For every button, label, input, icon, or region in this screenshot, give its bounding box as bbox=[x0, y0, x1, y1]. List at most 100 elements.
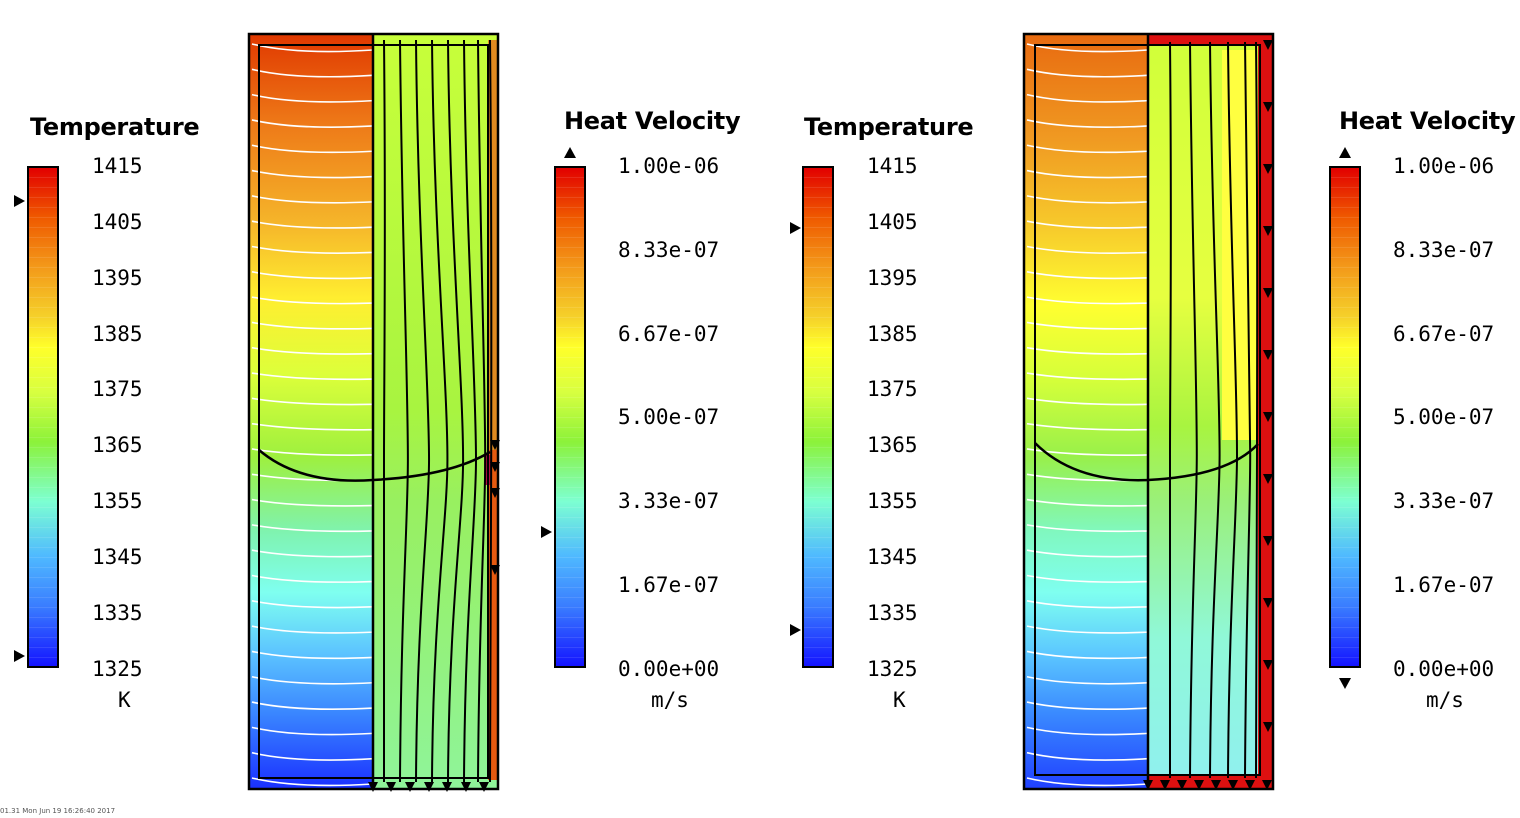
streamline bbox=[1168, 41, 1172, 779]
isotherm-line bbox=[1026, 625, 1149, 634]
tick-label: 1335 bbox=[867, 601, 918, 625]
legend-title: Temperature bbox=[30, 113, 200, 141]
tick-label: 1405 bbox=[867, 210, 918, 234]
isotherm-line bbox=[1026, 600, 1149, 609]
flow-arrow-icon bbox=[1263, 288, 1273, 298]
flow-arrow-icon bbox=[1143, 780, 1153, 790]
tick-label: 8.33e-07 bbox=[618, 238, 720, 262]
isotherm-line bbox=[251, 220, 374, 229]
flow-arrow-icon bbox=[1263, 226, 1273, 236]
flow-arrow-icon bbox=[368, 782, 378, 792]
tick-label: 1375 bbox=[867, 377, 918, 401]
tick-label: 1.00e-06 bbox=[618, 154, 720, 178]
isotherm-line bbox=[1026, 271, 1149, 280]
tick-label: 1325 bbox=[867, 657, 918, 681]
legend-title: Heat Velocity bbox=[564, 107, 741, 135]
isotherm-line bbox=[1026, 675, 1149, 685]
right-arrows bbox=[1143, 40, 1273, 790]
isotherm-line bbox=[1026, 751, 1149, 761]
min-marker-icon bbox=[541, 526, 552, 538]
flow-arrow-icon bbox=[1263, 350, 1273, 360]
isotherm-line bbox=[251, 144, 374, 154]
tick-label: 1325 bbox=[92, 657, 143, 681]
isotherm-line bbox=[251, 119, 374, 128]
isotherm-line bbox=[1026, 448, 1149, 456]
tick-label: 1355 bbox=[92, 489, 143, 513]
isotherm-line bbox=[1026, 726, 1149, 736]
isotherm-line bbox=[251, 397, 374, 406]
tick-label: 3.33e-07 bbox=[1393, 489, 1495, 513]
max-arrow-icon bbox=[564, 147, 576, 158]
tick-label: 1385 bbox=[867, 322, 918, 346]
streamline bbox=[1227, 41, 1239, 779]
right-isotherms bbox=[1026, 43, 1149, 787]
streamline bbox=[431, 39, 449, 783]
streamline bbox=[415, 39, 431, 783]
isotherm-line bbox=[251, 650, 374, 660]
edge-band bbox=[488, 450, 498, 780]
isotherm-line bbox=[251, 675, 374, 685]
tick-label: 1365 bbox=[867, 433, 918, 457]
isotherm-line bbox=[251, 321, 374, 330]
tick-label: 1.67e-07 bbox=[618, 573, 720, 597]
isotherm-line bbox=[1026, 195, 1149, 204]
isotherm-line bbox=[1026, 296, 1149, 305]
flow-arrow-icon bbox=[479, 782, 489, 792]
flow-arrow-icon bbox=[1263, 660, 1273, 670]
isotherm-line bbox=[251, 448, 374, 456]
tick-label: 1.67e-07 bbox=[1393, 573, 1495, 597]
isotherm-line bbox=[1026, 549, 1149, 558]
isotherm-line bbox=[1026, 119, 1149, 128]
flow-arrow-icon bbox=[1263, 474, 1273, 484]
streamline bbox=[399, 39, 409, 783]
isotherm-line bbox=[251, 751, 374, 761]
isotherm-line bbox=[251, 726, 374, 736]
isotherm-line bbox=[251, 296, 374, 305]
flow-arrow-icon bbox=[1245, 780, 1255, 790]
tick-label: 3.33e-07 bbox=[618, 489, 720, 513]
isotherm-line bbox=[1026, 169, 1149, 179]
isotherm-line bbox=[251, 625, 374, 634]
tick-label: 0.00e+00 bbox=[618, 657, 720, 681]
flow-arrow-icon bbox=[442, 782, 452, 792]
isotherm-line bbox=[251, 701, 374, 710]
right-streamlines bbox=[1168, 41, 1259, 779]
isotherm-line bbox=[1026, 498, 1149, 507]
tick-label: 0.00e+00 bbox=[1393, 657, 1495, 681]
streamline bbox=[1189, 41, 1198, 779]
flow-arrow-icon bbox=[1160, 780, 1170, 790]
streamline bbox=[382, 39, 386, 783]
tick-label: 1395 bbox=[92, 266, 143, 290]
min-marker-icon bbox=[790, 624, 801, 636]
isotherm-line bbox=[1026, 701, 1149, 710]
flow-arrow-icon bbox=[490, 462, 500, 472]
max-arrow-icon bbox=[1339, 147, 1351, 158]
edge-band bbox=[1148, 34, 1260, 44]
flow-arrow-icon bbox=[1262, 780, 1272, 790]
tick-label: 1415 bbox=[92, 154, 143, 178]
max-marker-icon bbox=[14, 195, 25, 207]
unit-label: K bbox=[893, 688, 906, 712]
tick-label: 1385 bbox=[92, 322, 143, 346]
isotherm-line bbox=[1026, 321, 1149, 330]
streamline bbox=[1255, 41, 1259, 779]
isotherm-line bbox=[251, 574, 374, 583]
flow-arrow-icon bbox=[386, 782, 396, 792]
edge-band bbox=[488, 40, 498, 450]
tick-label: 1335 bbox=[92, 601, 143, 625]
streamline bbox=[1244, 41, 1252, 779]
flow-arrow-icon bbox=[1263, 598, 1273, 608]
tick-label: 1.00e-06 bbox=[1393, 154, 1495, 178]
isotherm-line bbox=[251, 346, 374, 355]
isotherm-line bbox=[251, 245, 374, 254]
unit-label: m/s bbox=[651, 688, 689, 712]
isotherm-line bbox=[1026, 346, 1149, 355]
tick-label: 8.33e-07 bbox=[1393, 238, 1495, 262]
isotherm-line bbox=[1026, 68, 1149, 78]
isotherm-line bbox=[251, 600, 374, 609]
isotherm-line bbox=[1026, 574, 1149, 583]
isotherm-line bbox=[251, 43, 374, 53]
flow-arrow-icon bbox=[1263, 40, 1273, 50]
isotherm-line bbox=[251, 549, 374, 558]
flow-arrow-icon bbox=[490, 440, 500, 450]
